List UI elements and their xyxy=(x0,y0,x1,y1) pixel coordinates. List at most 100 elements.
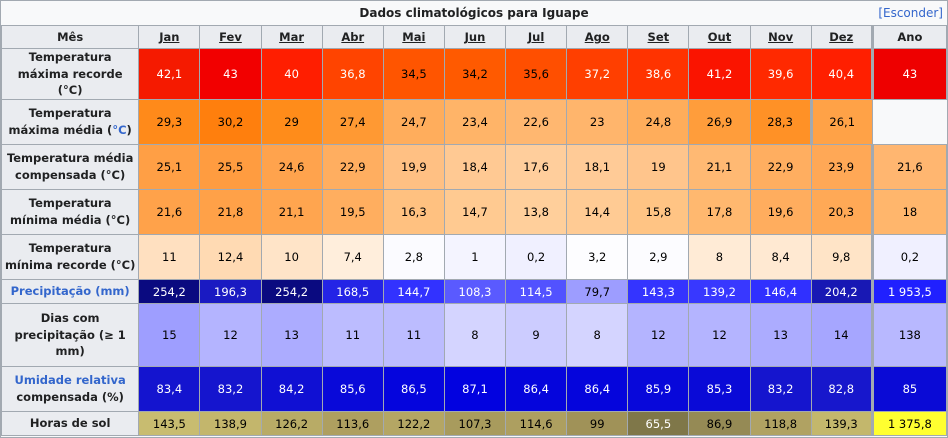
value-cell: 21,8 xyxy=(199,189,262,236)
value-cell: 12 xyxy=(627,303,690,368)
value-cell: 14,4 xyxy=(566,189,629,236)
label-part: Horas de sol xyxy=(29,416,111,431)
value-cell: 43 xyxy=(199,47,262,101)
value-cell: 86,4 xyxy=(505,366,568,413)
value-cell: 11 xyxy=(138,234,201,281)
column-header: Mai xyxy=(382,25,445,49)
value-cell: 108,3 xyxy=(443,279,507,305)
value-cell: 2,8 xyxy=(382,234,445,281)
data-row: Temperatura mínima média (°C) 21,6 21,8 21,… xyxy=(1,189,947,236)
column-header: Ago xyxy=(566,25,629,49)
value-cell: 86,9 xyxy=(688,411,751,437)
value-cell: 9,8 xyxy=(810,234,873,281)
data-row: Precipitação (mm) 254,2 196,3 254,2 168,5 144… xyxy=(1,279,947,305)
value-cell: 13 xyxy=(260,303,323,368)
column-header: Mar xyxy=(260,25,323,49)
value-cell: 8 xyxy=(688,234,751,281)
value-cell: 1 953,5 xyxy=(870,279,947,305)
value-cell: 85,9 xyxy=(627,366,690,413)
value-cell: 122,2 xyxy=(382,411,445,437)
value-cell: 86,4 xyxy=(566,366,629,413)
value-cell: 40 xyxy=(260,47,323,101)
value-cell: 12 xyxy=(688,303,751,368)
value-cell: 85,3 xyxy=(688,366,751,413)
value-cell: 41,2 xyxy=(688,47,751,101)
value-cell: 40,4 xyxy=(810,47,873,101)
value-cell: 126,2 xyxy=(260,411,323,437)
value-cell: 19,6 xyxy=(749,189,812,236)
value-cell: 254,2 xyxy=(260,279,323,305)
value-cell: 30,2 xyxy=(199,99,262,146)
value-cell: 21,1 xyxy=(260,189,323,236)
value-cell: 138 xyxy=(870,303,947,368)
column-header: Ano xyxy=(870,25,947,49)
data-row: Temperatura máxima recorde (°C) 42,1 43 40 3… xyxy=(1,47,947,101)
value-cell: 8,4 xyxy=(749,234,812,281)
column-header: Nov xyxy=(749,25,812,49)
value-cell: 87,1 xyxy=(443,366,507,413)
label-part[interactable]: (mm) xyxy=(91,284,130,299)
value-cell: 29,3 xyxy=(138,99,201,146)
value-cell: 24,7 xyxy=(382,99,445,146)
row-label: Umidade relativa compensada (%) xyxy=(1,366,140,413)
value-cell: 27,4 xyxy=(321,99,384,146)
value-cell: 83,4 xyxy=(138,366,201,413)
value-cell: 23 xyxy=(566,99,629,146)
data-row: Umidade relativa compensada (%) 83,4 83,2 8… xyxy=(1,366,947,413)
value-cell: 114,6 xyxy=(505,411,568,437)
value-cell: 79,7 xyxy=(566,279,629,305)
value-cell: 13 xyxy=(749,303,812,368)
label-part[interactable]: Precipitação xyxy=(10,284,92,299)
data-row: Temperatura mínima recorde (°C) 11 12,4 10 7… xyxy=(1,234,947,281)
value-cell: 15,8 xyxy=(627,189,690,236)
label-part[interactable]: Umidade relativa xyxy=(14,373,126,388)
value-cell: 24,8 xyxy=(627,99,690,146)
value-cell: 20,3 xyxy=(810,189,873,236)
value-cell: 8 xyxy=(443,303,507,368)
value-cell: 8 xyxy=(566,303,629,368)
row-label: Dias com precipitação (≥ 1 mm) xyxy=(1,303,140,368)
label-part: Temperatura mínima média (°C) xyxy=(10,196,131,228)
label-part[interactable]: °C xyxy=(112,123,127,138)
value-cell: 146,4 xyxy=(749,279,812,305)
value-cell: 83,2 xyxy=(749,366,812,413)
column-header: Mês xyxy=(1,25,140,49)
value-cell: 17,8 xyxy=(688,189,751,236)
label-part: Temperatura máxima média ( xyxy=(8,106,113,138)
value-cell: 28,3 xyxy=(749,99,812,146)
value-cell: 21,6 xyxy=(870,144,947,191)
value-cell: 114,5 xyxy=(505,279,568,305)
row-label: Temperatura mínima recorde (°C) xyxy=(1,234,140,281)
value-cell: 2,9 xyxy=(627,234,690,281)
value-cell: 65,5 xyxy=(627,411,690,437)
value-cell: 39,6 xyxy=(749,47,812,101)
value-cell: 11 xyxy=(321,303,384,368)
value-cell: 107,3 xyxy=(443,411,507,437)
data-row: Horas de sol 143,5 138,9 126,2 113,6 122,2 107… xyxy=(1,411,947,437)
value-cell: 143,3 xyxy=(627,279,690,305)
hide-toggle[interactable]: [Esconder] xyxy=(878,6,943,20)
column-header: Jul xyxy=(505,25,568,49)
value-cell: 143,5 xyxy=(138,411,201,437)
value-cell: 43 xyxy=(870,47,947,101)
value-cell: 17,6 xyxy=(505,144,568,191)
value-cell: 18,1 xyxy=(566,144,629,191)
value-cell: 139,2 xyxy=(688,279,751,305)
value-cell: 1 xyxy=(443,234,507,281)
data-row: Temperatura máxima média (°C) 29,3 30,2 29 2… xyxy=(1,99,947,146)
column-header: Jun xyxy=(443,25,507,49)
value-cell: 99 xyxy=(566,411,629,437)
value-cell: 23,9 xyxy=(810,144,873,191)
value-cell: 22,6 xyxy=(505,99,568,146)
value-cell: 113,6 xyxy=(321,411,384,437)
value-cell: 24,6 xyxy=(260,144,323,191)
value-cell: 25,5 xyxy=(199,144,262,191)
caption: Dados climatológicos para Iguape [Esconde… xyxy=(1,1,947,25)
column-header: Out xyxy=(688,25,751,49)
value-cell: 13,8 xyxy=(505,189,568,236)
value-cell: 82,8 xyxy=(810,366,873,413)
row-label: Temperatura máxima recorde (°C) xyxy=(1,47,140,101)
value-cell: 0,2 xyxy=(505,234,568,281)
